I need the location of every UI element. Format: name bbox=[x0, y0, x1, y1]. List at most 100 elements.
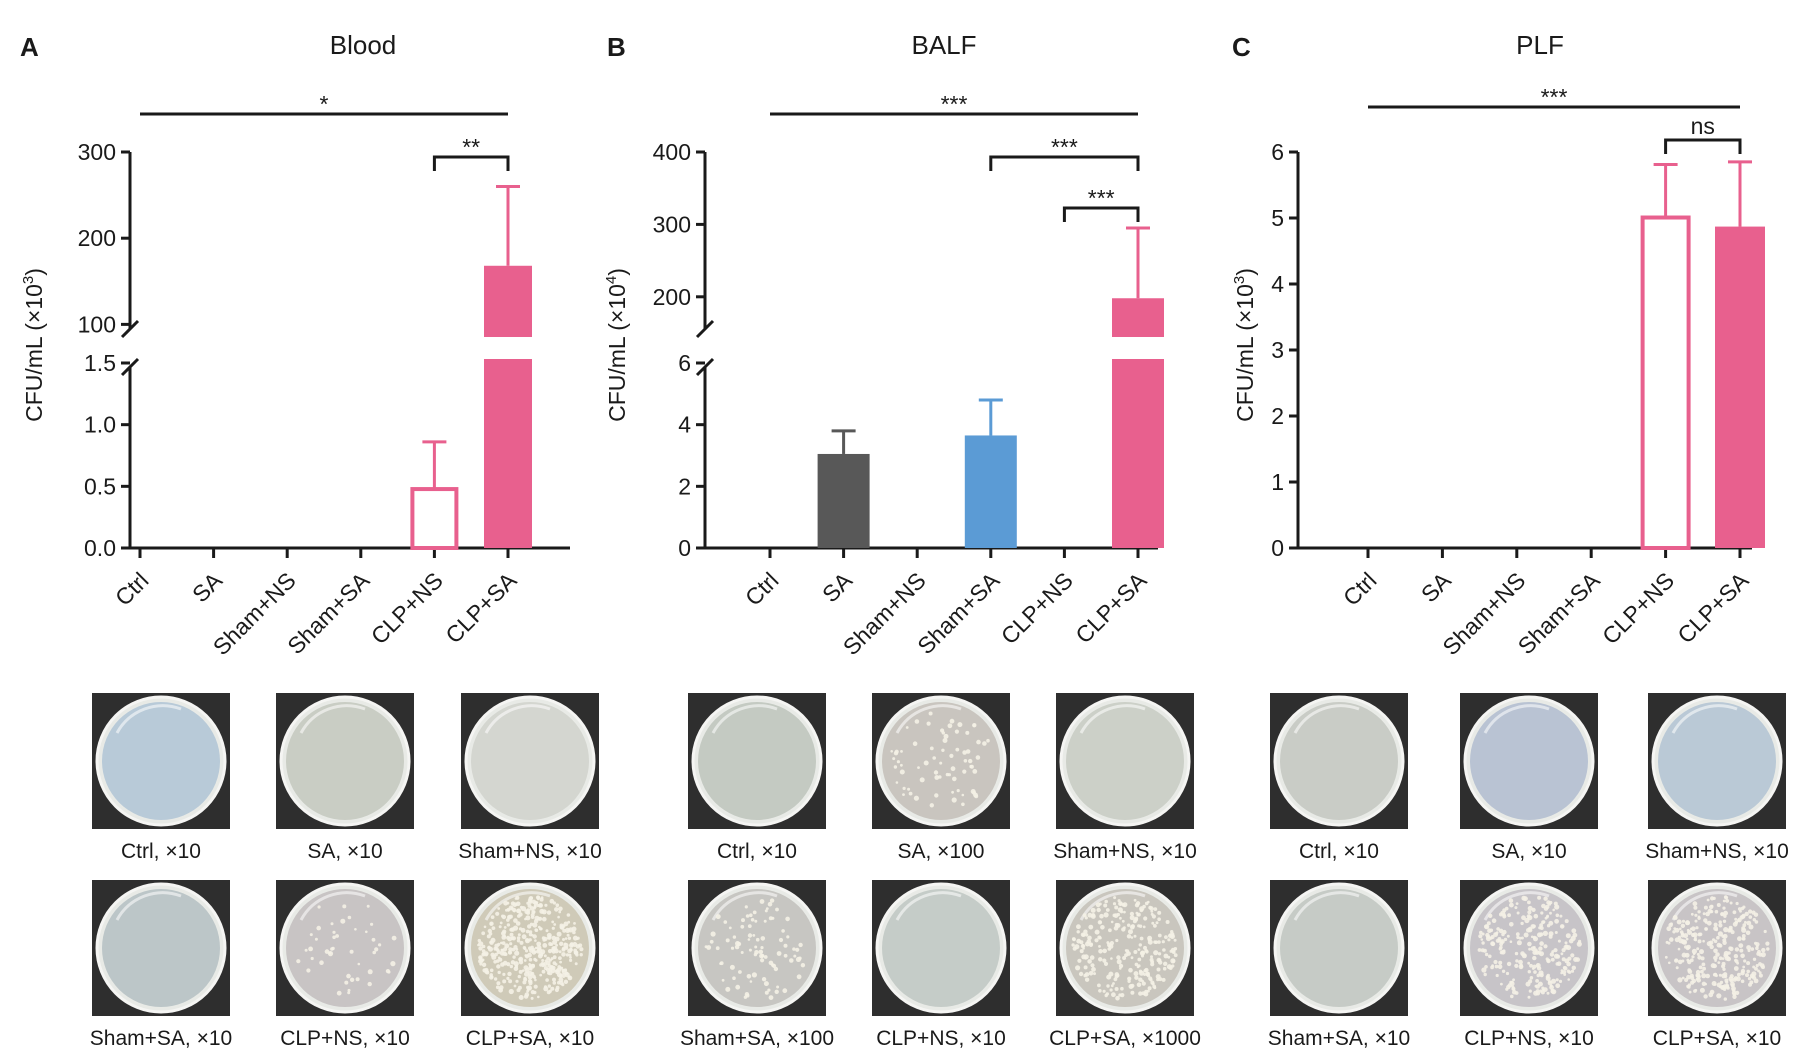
colony bbox=[1488, 913, 1493, 918]
colony bbox=[539, 963, 543, 967]
colony bbox=[1752, 965, 1756, 969]
colony bbox=[511, 907, 517, 913]
colony bbox=[1691, 955, 1695, 959]
colony bbox=[919, 777, 925, 783]
colony bbox=[1550, 957, 1555, 962]
colony bbox=[1703, 994, 1708, 999]
colony bbox=[1713, 948, 1718, 954]
colony bbox=[528, 963, 531, 966]
colony bbox=[496, 964, 501, 969]
colony bbox=[1075, 965, 1081, 971]
colony bbox=[538, 903, 543, 908]
significance-label: ** bbox=[462, 134, 480, 160]
colony bbox=[477, 943, 480, 947]
colony bbox=[793, 954, 797, 958]
panel-title: BALF bbox=[911, 30, 976, 60]
y-axis-label: CFU/mL (×103) bbox=[1231, 268, 1258, 422]
x-category-label: CLP+SA bbox=[440, 567, 522, 649]
colony bbox=[1668, 961, 1671, 965]
colony bbox=[1098, 902, 1102, 906]
colony bbox=[1503, 937, 1508, 942]
colony bbox=[1716, 942, 1722, 948]
x-category-label: CLP+NS bbox=[366, 567, 448, 649]
colony bbox=[490, 952, 495, 957]
colony bbox=[1686, 974, 1691, 980]
colony bbox=[1170, 947, 1176, 953]
plate-glare bbox=[1671, 891, 1738, 921]
colony bbox=[961, 793, 965, 797]
colony bbox=[1741, 926, 1746, 931]
colony bbox=[1754, 967, 1758, 971]
colony bbox=[929, 803, 934, 808]
colony bbox=[1744, 920, 1747, 924]
colony bbox=[1511, 985, 1515, 989]
colony bbox=[517, 974, 521, 979]
colony bbox=[1554, 918, 1559, 924]
colony bbox=[1702, 939, 1705, 943]
colony bbox=[1570, 969, 1575, 973]
colony bbox=[771, 916, 775, 920]
colony bbox=[1713, 972, 1718, 977]
colony bbox=[1741, 936, 1746, 941]
colony bbox=[524, 917, 527, 921]
colony bbox=[1726, 986, 1730, 990]
colony bbox=[510, 901, 515, 906]
colony bbox=[342, 904, 347, 909]
colony bbox=[1765, 941, 1770, 946]
colony bbox=[1099, 913, 1104, 919]
colony bbox=[1091, 967, 1096, 972]
colony bbox=[1747, 977, 1752, 981]
colony bbox=[1557, 939, 1561, 943]
y-tick-label: 1 bbox=[1271, 469, 1284, 495]
colony bbox=[1687, 985, 1691, 989]
colony bbox=[542, 943, 548, 948]
colony bbox=[1516, 940, 1522, 946]
colony bbox=[1758, 971, 1762, 975]
colony bbox=[1545, 976, 1551, 981]
colony bbox=[1115, 995, 1120, 1001]
colony bbox=[786, 935, 790, 939]
colony bbox=[1512, 989, 1517, 995]
colony bbox=[521, 934, 527, 940]
colony bbox=[1539, 973, 1544, 978]
plate-glare bbox=[895, 891, 962, 921]
colony bbox=[1528, 989, 1532, 993]
colony bbox=[1500, 982, 1503, 986]
colony bbox=[563, 921, 569, 927]
x-category-label: CLP+NS bbox=[1597, 567, 1679, 649]
colony bbox=[893, 751, 899, 756]
colony bbox=[1084, 977, 1090, 982]
colony bbox=[902, 786, 906, 791]
colony bbox=[347, 991, 351, 995]
significance-bracket bbox=[989, 155, 1140, 171]
colony bbox=[552, 955, 557, 960]
colony bbox=[968, 758, 973, 764]
colony bbox=[573, 922, 576, 925]
colony bbox=[1127, 923, 1131, 927]
colony bbox=[1554, 904, 1560, 910]
colony bbox=[1674, 937, 1680, 943]
colony bbox=[530, 990, 535, 995]
y-tick-label: 2 bbox=[678, 473, 691, 499]
colony bbox=[1098, 989, 1102, 993]
colony bbox=[1734, 947, 1740, 952]
colony bbox=[1690, 912, 1694, 916]
colony bbox=[523, 994, 529, 999]
colony bbox=[941, 731, 945, 735]
colony bbox=[972, 769, 978, 774]
colony bbox=[549, 898, 555, 904]
colony bbox=[1104, 899, 1108, 904]
colony bbox=[951, 790, 954, 794]
colony bbox=[568, 927, 574, 933]
colony bbox=[482, 952, 486, 956]
colony bbox=[528, 896, 533, 901]
colony bbox=[738, 970, 742, 974]
colony bbox=[554, 963, 558, 966]
colony bbox=[355, 977, 360, 982]
colony bbox=[527, 903, 532, 908]
colony bbox=[1664, 955, 1668, 959]
colony bbox=[1534, 984, 1538, 988]
y-tick-label: 2 bbox=[1271, 403, 1284, 429]
y-tick-label: 0 bbox=[678, 535, 691, 561]
colony bbox=[1121, 927, 1126, 932]
